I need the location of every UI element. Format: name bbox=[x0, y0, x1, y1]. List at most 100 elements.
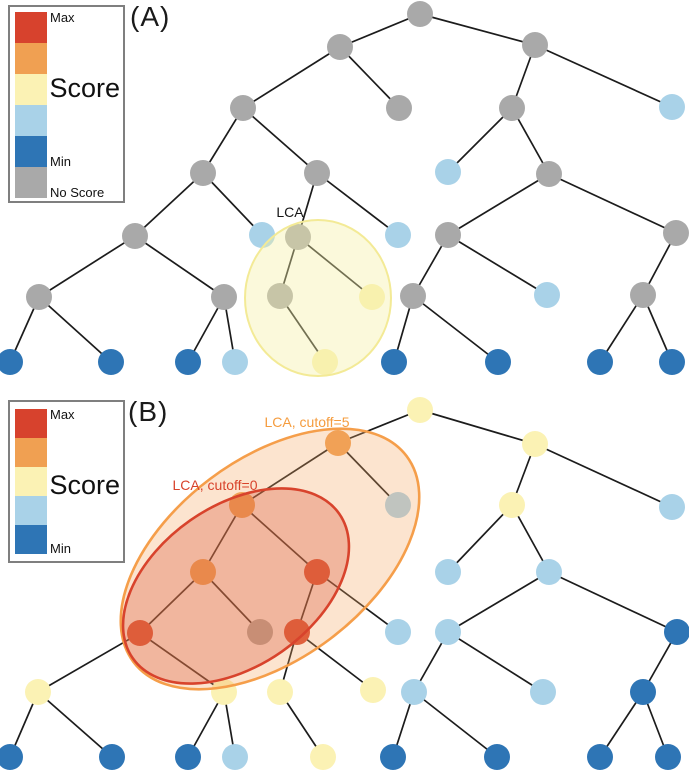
tree-edge bbox=[337, 409, 421, 444]
tree-edge bbox=[599, 294, 644, 363]
tree-edge bbox=[38, 296, 112, 363]
tree-node-b-26-blue bbox=[175, 744, 201, 770]
legend-item-blue: Min bbox=[15, 136, 123, 169]
tree-node-b-11-red bbox=[127, 620, 153, 646]
tree-node-b-28-yellow bbox=[310, 744, 336, 770]
tree-node-b-1-orange bbox=[325, 430, 351, 456]
tree-node-a-25-blue bbox=[98, 349, 124, 375]
tree-edge bbox=[447, 107, 513, 173]
tree-edge bbox=[419, 409, 536, 445]
tree-node-a-2-gray bbox=[522, 32, 548, 58]
tree-node-a-13-gray bbox=[285, 224, 311, 250]
tree-edge bbox=[534, 44, 673, 108]
lca-label: LCA bbox=[276, 204, 304, 220]
tree-node-a-9-lightblue bbox=[435, 159, 461, 185]
tree-edge bbox=[447, 504, 513, 573]
tree-node-b-24-blue bbox=[0, 744, 23, 770]
tree-node-a-24-blue bbox=[0, 349, 23, 375]
tree-edge bbox=[139, 571, 204, 634]
tree-edge bbox=[241, 442, 339, 506]
tree-node-b-27-lightblue bbox=[222, 744, 248, 770]
tree-node-b-16-blue bbox=[664, 619, 689, 645]
tree-node-a-7-gray bbox=[190, 160, 216, 186]
tree-node-b-14-lightblue bbox=[385, 619, 411, 645]
tree-node-a-23-gray bbox=[630, 282, 656, 308]
tree-edge bbox=[37, 691, 113, 758]
lca-cutoff0-label: LCA, cutoff=0 bbox=[173, 477, 258, 493]
tree-node-a-19-gray bbox=[267, 283, 293, 309]
tree-edge bbox=[241, 504, 318, 573]
tree-node-b-5-yellow bbox=[499, 492, 525, 518]
legend-swatch-orange bbox=[15, 43, 47, 74]
legend-label: Min bbox=[50, 154, 71, 169]
tree-node-a-26-blue bbox=[175, 349, 201, 375]
tree-node-b-4-lightblue bbox=[385, 492, 411, 518]
legend-panel-a: Score Max Min No Score bbox=[8, 5, 125, 203]
tree-edge bbox=[534, 443, 673, 508]
lca-ellipse-cutoff5 bbox=[119, 427, 421, 691]
lca-ellipse-cutoff0 bbox=[121, 487, 351, 685]
legend-swatch-yellow bbox=[15, 467, 47, 496]
tree-edge bbox=[134, 172, 204, 237]
tree-edge bbox=[202, 571, 261, 633]
tree-edge bbox=[339, 46, 400, 109]
legend-label: Max bbox=[50, 10, 75, 25]
tree-edge bbox=[548, 571, 678, 633]
tree-edge bbox=[242, 46, 341, 109]
tree-edge bbox=[337, 442, 399, 506]
tree-edge bbox=[548, 173, 677, 234]
tree-node-a-17-gray bbox=[26, 284, 52, 310]
tree-node-a-32-blue bbox=[659, 349, 685, 375]
tree-node-a-20-yellow bbox=[359, 284, 385, 310]
tree-node-b-25-blue bbox=[99, 744, 125, 770]
tree-node-b-3-orange bbox=[229, 492, 255, 518]
tree-edge bbox=[134, 235, 225, 298]
tree-node-a-29-blue bbox=[381, 349, 407, 375]
tree-edge bbox=[279, 295, 326, 363]
legend-item-orange bbox=[15, 438, 123, 467]
tree-node-b-0-yellow bbox=[407, 397, 433, 423]
tree-node-b-20-yellow bbox=[360, 677, 386, 703]
panel-b-label: (B) bbox=[128, 396, 169, 427]
tree-node-a-30-blue bbox=[485, 349, 511, 375]
tree-node-b-15-lightblue bbox=[435, 619, 461, 645]
tree-node-a-22-lightblue bbox=[534, 282, 560, 308]
tree-node-b-8-red bbox=[304, 559, 330, 585]
tree-node-a-16-gray bbox=[663, 220, 689, 246]
legend-item-orange bbox=[15, 43, 123, 74]
tree-edge bbox=[316, 571, 399, 633]
legend-swatch-lightblue bbox=[15, 496, 47, 525]
tree-edge bbox=[38, 235, 136, 298]
tree-edge bbox=[419, 13, 536, 46]
tree-node-b-12-gray bbox=[247, 619, 273, 645]
legend-b-title: Score bbox=[49, 470, 120, 500]
tree-node-b-7-orange bbox=[190, 559, 216, 585]
lca-ellipse-yellow bbox=[244, 219, 392, 377]
tree-edge bbox=[339, 13, 421, 48]
tree-edge bbox=[202, 172, 263, 236]
lca-cutoff5-label: LCA, cutoff=5 bbox=[265, 414, 350, 430]
legend-swatch-gray bbox=[15, 167, 47, 198]
tree-node-a-3-gray bbox=[230, 95, 256, 121]
legend-item-gray: No Score bbox=[15, 167, 123, 200]
tree-node-a-0-gray bbox=[407, 1, 433, 27]
legend-label: No Score bbox=[50, 185, 105, 200]
tree-node-a-11-gray bbox=[122, 223, 148, 249]
tree-node-b-30-blue bbox=[484, 744, 510, 770]
tree-node-a-31-blue bbox=[587, 349, 613, 375]
tree-node-a-8-gray bbox=[304, 160, 330, 186]
tree-node-b-17-yellow bbox=[25, 679, 51, 705]
tree-node-a-27-lightblue bbox=[222, 349, 248, 375]
legend-label: Max bbox=[50, 407, 75, 422]
tree-node-b-31-blue bbox=[587, 744, 613, 770]
tree-node-b-23-blue bbox=[630, 679, 656, 705]
tree-edge bbox=[447, 631, 544, 693]
tree-node-b-10-lightblue bbox=[536, 559, 562, 585]
tree-edge bbox=[242, 107, 318, 174]
legend-swatch-red bbox=[15, 12, 47, 43]
tree-node-b-22-lightblue bbox=[530, 679, 556, 705]
legend-label: Min bbox=[50, 541, 71, 556]
tree-node-b-9-lightblue bbox=[435, 559, 461, 585]
